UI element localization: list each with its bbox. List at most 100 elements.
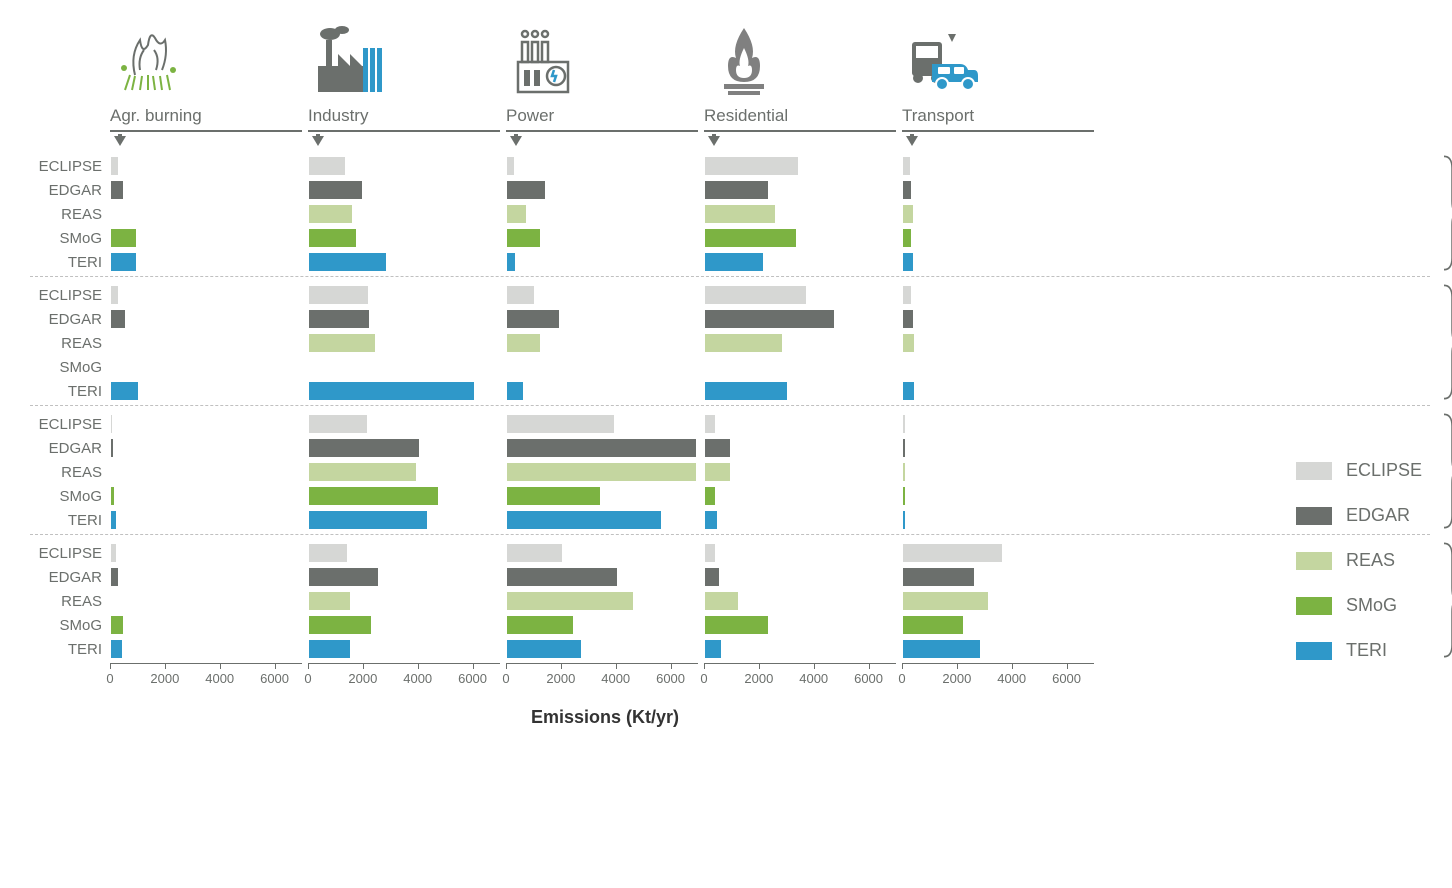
- chart-cell: [308, 226, 500, 250]
- header-rule: [506, 130, 698, 132]
- bar: [309, 463, 416, 481]
- chart-cell: [704, 250, 896, 274]
- bar: [705, 592, 738, 610]
- chart-cell: [110, 379, 302, 403]
- bar: [903, 439, 905, 457]
- x-tick-label: 4000: [601, 671, 630, 686]
- header-rule: [308, 130, 500, 132]
- bar: [705, 487, 715, 505]
- legend-item: REAS: [1296, 550, 1422, 571]
- chart-cell: [704, 355, 896, 379]
- pollutant-group-pm25: ECLIPSEEDGARREASSMoGTERI PM2.5: [30, 148, 1430, 276]
- chart-cell: [704, 460, 896, 484]
- x-axis: 0200040006000: [704, 663, 896, 703]
- x-tick-label: 0: [700, 671, 707, 686]
- bar: [507, 640, 581, 658]
- chart-cell: [902, 541, 1094, 565]
- x-tick-label: 2000: [942, 671, 971, 686]
- bar: [903, 157, 910, 175]
- chart-cell: [704, 613, 896, 637]
- y-tick-label: SMoG: [30, 617, 110, 634]
- chart-cell: [506, 637, 698, 661]
- data-row: TERI: [30, 637, 1430, 661]
- group-brace-icon: [1440, 412, 1452, 530]
- chart-cell: [506, 484, 698, 508]
- data-row: REAS: [30, 202, 1430, 226]
- bar: [903, 568, 974, 586]
- chart-cell: [902, 331, 1094, 355]
- vehicles-icon: [902, 20, 982, 100]
- bar: [507, 568, 617, 586]
- column-header-ind: Industry: [308, 20, 500, 148]
- chart-cell: [110, 178, 302, 202]
- bar: [111, 568, 118, 586]
- bar: [111, 229, 136, 247]
- bar: [507, 286, 534, 304]
- data-row: SMoG: [30, 613, 1430, 637]
- data-row: TERI: [30, 250, 1430, 274]
- y-tick-label: EDGAR: [30, 440, 110, 457]
- legend-item: ECLIPSE: [1296, 460, 1422, 481]
- bar: [111, 487, 114, 505]
- x-tick-label: 6000: [458, 671, 487, 686]
- chart-cell: [704, 436, 896, 460]
- chart-cell: [110, 436, 302, 460]
- data-row: ECLIPSE: [30, 154, 1430, 178]
- bar: [507, 439, 696, 457]
- y-tick-label: REAS: [30, 206, 110, 223]
- chart-cell: [506, 283, 698, 307]
- chart-cell: [704, 508, 896, 532]
- bar: [309, 511, 427, 529]
- x-tick-label: 4000: [997, 671, 1026, 686]
- chart-cell: [704, 178, 896, 202]
- chart-cell: [506, 331, 698, 355]
- bar: [903, 463, 905, 481]
- chart-cell: [704, 226, 896, 250]
- chart-cell: [308, 508, 500, 532]
- bar: [507, 415, 614, 433]
- chart-cell: [308, 154, 500, 178]
- bar: [903, 310, 913, 328]
- bar: [111, 181, 123, 199]
- bar: [903, 229, 911, 247]
- data-row: EDGAR: [30, 436, 1430, 460]
- x-axis: 0200040006000: [506, 663, 698, 703]
- chart-cell: [308, 541, 500, 565]
- bar: [705, 157, 798, 175]
- bar: [309, 616, 371, 634]
- chart-cell: [506, 154, 698, 178]
- y-tick-label: SMoG: [30, 488, 110, 505]
- bar: [705, 205, 775, 223]
- arrow-down-icon: [310, 134, 326, 148]
- bar: [309, 205, 352, 223]
- bar: [309, 334, 375, 352]
- chart-cell: [308, 565, 500, 589]
- bar: [309, 253, 386, 271]
- chart-cell: [110, 250, 302, 274]
- data-row: EDGAR: [30, 565, 1430, 589]
- bar: [903, 544, 1002, 562]
- bar: [507, 310, 559, 328]
- bar: [507, 592, 633, 610]
- legend-swatch: [1296, 597, 1332, 615]
- chart-cell: [506, 460, 698, 484]
- bar: [903, 487, 905, 505]
- x-tick-label: 4000: [403, 671, 432, 686]
- bar: [309, 487, 438, 505]
- y-tick-label: EDGAR: [30, 182, 110, 199]
- chart-cell: [308, 331, 500, 355]
- column-header-agr: Agr. burning: [110, 20, 302, 148]
- x-tick-label: 2000: [744, 671, 773, 686]
- data-row: TERI: [30, 379, 1430, 403]
- bar: [111, 253, 136, 271]
- bar: [903, 334, 914, 352]
- group-brace-icon: [1440, 283, 1452, 401]
- chart-cell: [308, 613, 500, 637]
- chart-cell: [704, 589, 896, 613]
- bar: [507, 229, 540, 247]
- chart-cell: [308, 379, 500, 403]
- data-row: SMoG: [30, 226, 1430, 250]
- y-tick-label: REAS: [30, 464, 110, 481]
- bar: [507, 157, 514, 175]
- arrow-down-icon: [508, 134, 524, 148]
